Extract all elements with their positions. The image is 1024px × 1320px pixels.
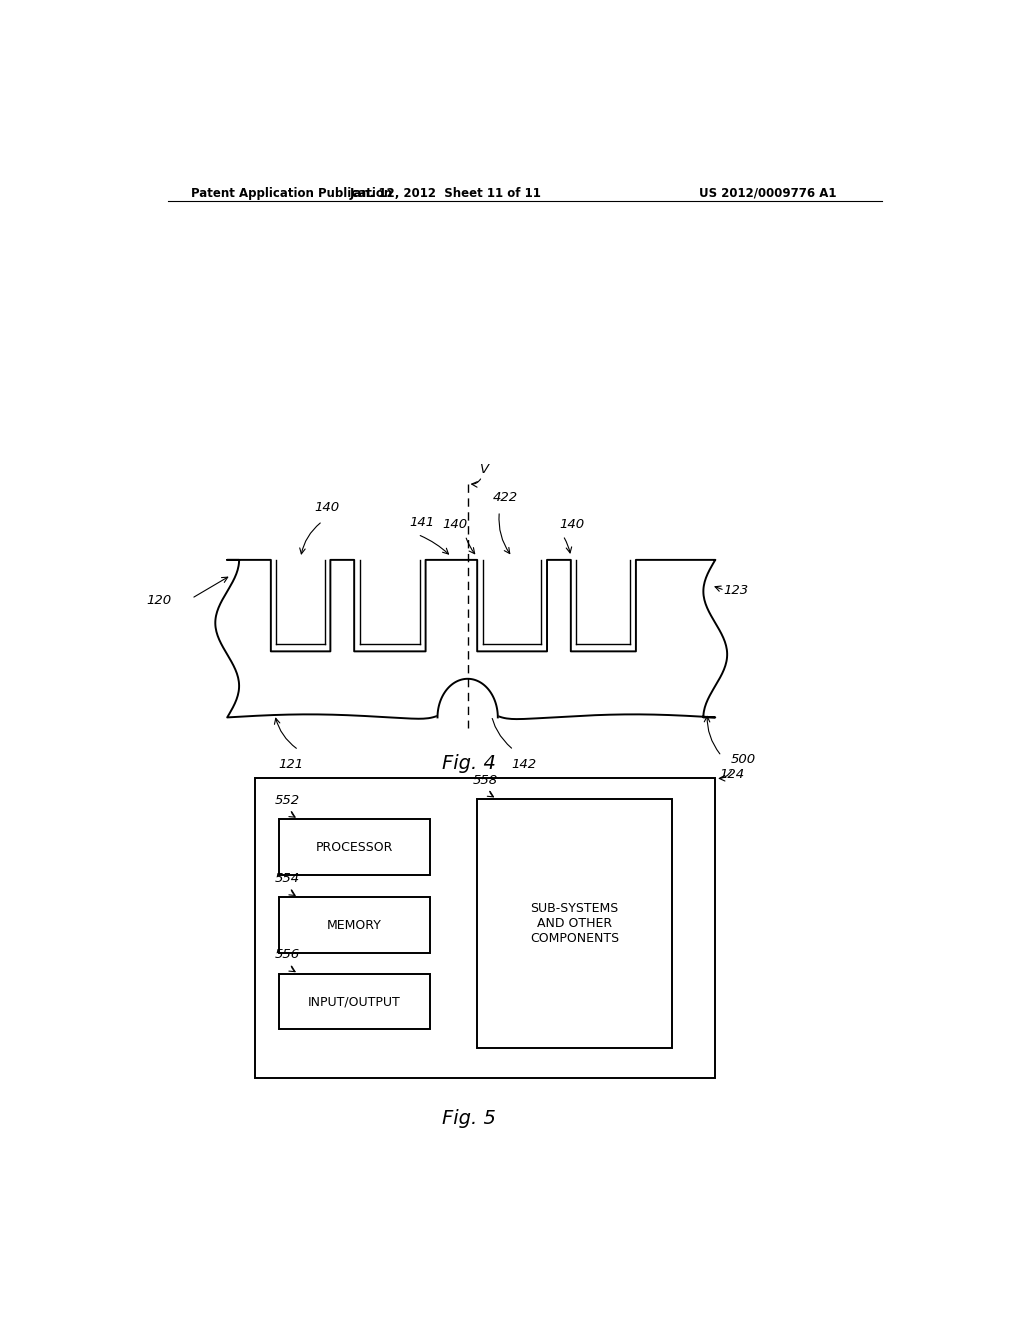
Text: INPUT/OUTPUT: INPUT/OUTPUT: [308, 995, 400, 1008]
Bar: [279, 974, 430, 1030]
Text: 141: 141: [410, 516, 435, 529]
Bar: [279, 898, 430, 953]
Text: 142: 142: [511, 758, 537, 771]
Text: 120: 120: [146, 594, 172, 607]
Text: MEMORY: MEMORY: [327, 919, 382, 932]
Text: V: V: [479, 462, 488, 475]
Polygon shape: [437, 678, 498, 718]
Bar: [477, 799, 672, 1048]
Text: 140: 140: [559, 519, 584, 532]
Text: Jan. 12, 2012  Sheet 11 of 11: Jan. 12, 2012 Sheet 11 of 11: [349, 187, 542, 199]
Text: 556: 556: [274, 948, 300, 961]
Text: US 2012/0009776 A1: US 2012/0009776 A1: [699, 187, 837, 199]
Bar: [255, 779, 715, 1078]
Text: 500: 500: [731, 754, 757, 766]
Text: 124: 124: [719, 768, 744, 781]
Bar: [279, 818, 430, 875]
Text: 140: 140: [314, 502, 340, 515]
Text: 422: 422: [494, 491, 518, 504]
Text: 558: 558: [473, 774, 499, 787]
Text: Fig. 4: Fig. 4: [442, 754, 497, 772]
Polygon shape: [215, 560, 727, 719]
Text: SUB-SYSTEMS
AND OTHER
COMPONENTS: SUB-SYSTEMS AND OTHER COMPONENTS: [529, 902, 618, 945]
Text: 554: 554: [274, 873, 300, 886]
Text: Patent Application Publication: Patent Application Publication: [191, 187, 393, 199]
Text: 140: 140: [442, 519, 468, 532]
Text: 552: 552: [274, 793, 300, 807]
Text: PROCESSOR: PROCESSOR: [315, 841, 393, 854]
Text: Fig. 5: Fig. 5: [442, 1109, 497, 1129]
Text: 123: 123: [723, 583, 749, 597]
Text: 121: 121: [279, 758, 303, 771]
